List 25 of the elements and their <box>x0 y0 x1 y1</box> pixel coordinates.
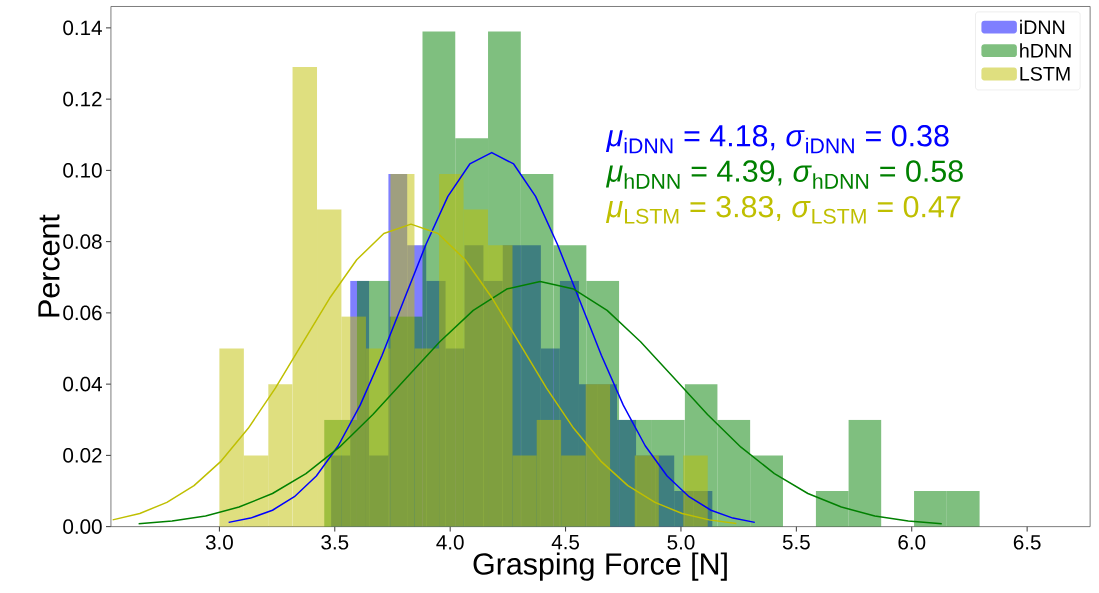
y-tick-label: 0.00 <box>63 519 102 534</box>
x-axis-title: Grasping Force [N] <box>473 552 727 581</box>
x-tick-label: 3.0 <box>205 535 233 550</box>
line-series <box>111 223 738 525</box>
y-axis-title: Percent <box>38 214 60 317</box>
y-tick-label: 0.14 <box>63 20 102 36</box>
y-tick-label: 0.12 <box>63 91 102 107</box>
annotation: μ$_{hDNN}$ = 4.39, σ$_{hDNN}$ = 0.58 <box>605 160 963 189</box>
legend-label: LSTM <box>1020 66 1070 81</box>
x-tick-label: 3.5 <box>321 535 349 550</box>
x-tick-label: 6.5 <box>1013 535 1041 550</box>
legend-label: hDNN <box>1020 43 1071 58</box>
x-tick-label: 4.0 <box>436 535 464 550</box>
y-tick-label: 0.02 <box>63 448 102 463</box>
x-tick-label: 5.0 <box>667 535 695 550</box>
annotation: μ$_{iDNN}$ = 4.18, σ$_{iDNN}$ = 0.38 <box>605 124 949 154</box>
x-tick-label: 5.5 <box>782 535 810 550</box>
y-tick-label: 0.10 <box>63 163 102 178</box>
x-tick-label: 4.5 <box>551 535 580 550</box>
annotation: μ$_{LSTM}$ = 3.83, σ$_{LSTM}$ = 0.47 <box>605 195 961 224</box>
legend-label: iDNN <box>1020 19 1065 34</box>
x-tick-label: 6.0 <box>898 535 926 550</box>
y-tick-label: 0.04 <box>63 376 102 392</box>
y-tick-label: 0.08 <box>63 234 102 249</box>
y-tick-label: 0.06 <box>63 305 102 321</box>
